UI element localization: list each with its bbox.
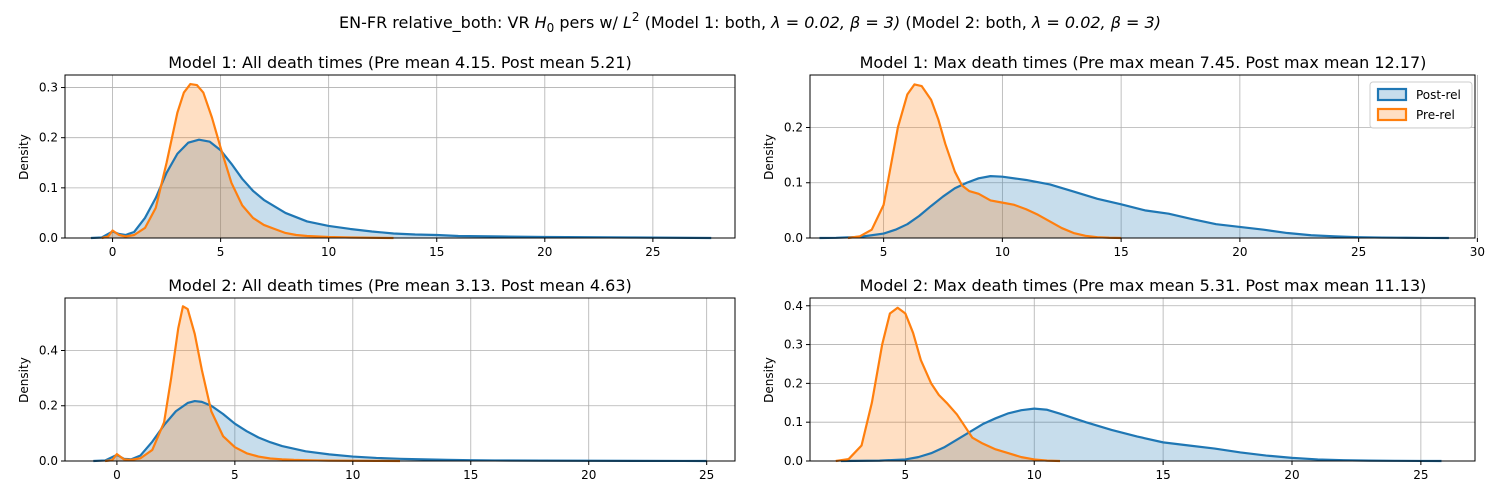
legend: Post-rel Pre-rel [1369,81,1473,129]
legend-swatch-pre [1376,107,1408,122]
density-area-post-rel [93,401,707,461]
y-tick-label: 0.2 [39,399,58,413]
y-tick-label: 0.1 [784,176,803,190]
title-prefix: EN-FR relative_both: VR [339,13,535,33]
panel-title: Model 2: All death times (Pre mean 3.13.… [168,276,632,295]
x-tick-label: 10 [995,245,1010,259]
y-axis-label: Density [17,357,31,403]
title-h: H [535,13,547,32]
x-tick-label: 20 [537,245,552,259]
x-tick-label: 0 [109,245,117,259]
x-tick-label: 15 [463,468,478,482]
x-tick-label: 25 [645,245,660,259]
title-model1-beta: β = 3) [849,13,900,32]
x-tick-label: 5 [880,245,888,259]
title-l: L [623,13,632,32]
y-tick-label: 0.0 [39,454,58,468]
y-tick-label: 0.0 [39,231,58,245]
x-tick-label: 30 [1470,245,1485,259]
density-area-pre-rel [835,307,1061,461]
title-model1: (Model 1: both, [640,13,772,32]
density-area-pre-rel [848,84,1122,238]
density-line-pre-rel [104,305,401,463]
x-tick-label: 5 [902,468,910,482]
title-l-sup: 2 [632,10,640,24]
plot-area: 5 10 15 20 25 0.0 0.1 0.2 0.3 0.4 [784,297,1476,482]
x-tick-label: 15 [429,245,444,259]
y-tick-label: 0.2 [784,120,803,134]
y-tick-label: 0.3 [39,81,58,95]
density-line-post-rel [840,407,1442,463]
x-tick-label: 25 [1351,245,1366,259]
legend-label-post: Post-rel [1416,88,1461,102]
title-model1-lambda: λ = 0.02, [770,13,850,32]
x-tick-label: 10 [321,245,336,259]
panel-title: Model 1: Max death times (Pre max mean 7… [860,53,1427,72]
density-area-pre-rel [101,84,394,238]
title-model2-beta: β = 3) [1110,13,1161,32]
axes-frame [809,74,1476,239]
plot-area: 5 10 15 20 25 30 0.0 0.1 0.2 [784,74,1485,259]
legend-swatch-post [1376,87,1408,102]
y-tick-label: 0.0 [784,231,803,245]
x-tick-label: 10 [1027,468,1042,482]
plot-area: 0 5 10 15 20 25 0.0 0.2 0.4 [39,297,736,482]
density-line-post-rel [819,175,1449,240]
panel-model1-max: Model 1: Max death times (Pre max mean 7… [762,53,1485,259]
legend-label-pre: Pre-rel [1416,108,1455,122]
x-tick-label: 25 [1413,468,1428,482]
x-tick-label: 15 [1155,468,1170,482]
density-area-pre-rel [105,306,401,461]
x-tick-label: 10 [345,468,360,482]
x-tick-label: 0 [113,468,121,482]
title-model2: (Model 2: both, [900,13,1032,32]
y-tick-label: 0.4 [39,343,58,357]
density-line-pre-rel [847,83,1122,240]
figure-title: EN-FR relative_both: VR H0 pers w/ L2 (M… [339,10,1161,35]
panel-model2-max: Model 2: Max death times (Pre max mean 5… [762,276,1476,482]
y-tick-label: 0.2 [39,131,58,145]
x-tick-label: 20 [1232,245,1247,259]
y-tick-label: 0.3 [784,338,803,352]
y-tick-label: 0.1 [784,415,803,429]
y-axis-label: Density [17,134,31,180]
density-area-post-rel [90,139,712,238]
x-tick-label: 5 [217,245,225,259]
y-tick-label: 0.4 [784,299,803,313]
density-line-post-rel [90,138,712,240]
y-axis-label: Density [762,357,776,403]
title-model2-lambda: λ = 0.02, [1031,13,1111,32]
panel-model1-all: Model 1: All death times (Pre mean 4.15.… [17,53,736,259]
y-tick-label: 0.1 [39,181,58,195]
panel-model2-all: Model 2: All death times (Pre mean 3.13.… [17,276,736,482]
panel-title: Model 2: Max death times (Pre max mean 5… [860,276,1427,295]
legend-frame [1369,81,1473,129]
y-axis-label: Density [762,134,776,180]
y-tick-label: 0.2 [784,376,803,390]
x-tick-label: 5 [231,468,239,482]
title-mid: pers w/ [554,13,623,32]
density-line-pre-rel [835,306,1061,463]
density-line-pre-rel [101,82,394,240]
density-line-post-rel [93,399,707,463]
axes-frame [64,74,736,239]
y-tick-label: 0.0 [784,454,803,468]
x-tick-label: 20 [581,468,596,482]
panel-title: Model 1: All death times (Pre mean 4.15.… [168,53,632,72]
density-area-post-rel [819,176,1449,238]
axes-frame [64,297,736,462]
x-tick-label: 20 [1284,468,1299,482]
x-tick-label: 25 [699,468,714,482]
plot-area: 0 5 10 15 20 25 0.0 0.1 0.2 0.3 [39,74,736,259]
x-tick-label: 15 [1113,245,1128,259]
axes-frame [809,297,1476,462]
title-h-sub: 0 [547,21,555,35]
